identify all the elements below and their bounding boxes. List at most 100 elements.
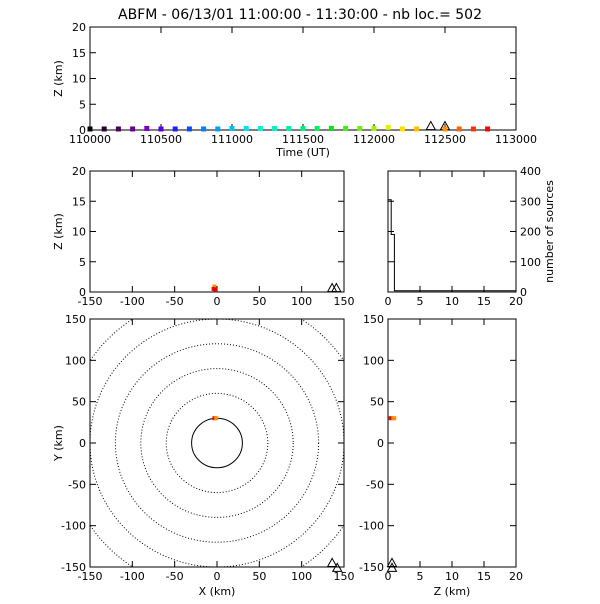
- data-point: [343, 125, 349, 131]
- time-height-xlabel: Time (UT): [275, 146, 330, 159]
- station-marker: [331, 282, 342, 293]
- data-point: [286, 125, 292, 131]
- plan-view-xtick-label: 150: [334, 570, 355, 583]
- histogram-ytick-label: 200: [520, 226, 541, 239]
- data-point: [214, 416, 219, 421]
- height-y-ytick-label: -100: [359, 520, 384, 533]
- data-point: [243, 125, 249, 131]
- data-point: [229, 125, 235, 131]
- plan-view-ytick-label: 50: [72, 396, 86, 409]
- x-height-xtick-label: -50: [166, 295, 184, 308]
- height-y-frame: [387, 318, 517, 568]
- data-point: [130, 126, 136, 132]
- data-point: [485, 126, 491, 132]
- data-point: [212, 284, 217, 289]
- height-y-ytick-label: 150: [363, 313, 384, 326]
- data-point: [470, 126, 476, 132]
- time-height-ylabel: Z (km): [52, 60, 65, 97]
- data-point: [391, 416, 397, 421]
- data-point: [172, 126, 178, 132]
- plan-view-ytick-label: -50: [68, 478, 86, 491]
- time-height-ytick-label: 20: [72, 21, 86, 34]
- height-y-panel: 0 5 10 15 20 -150 -100 -50 0 50 100 150 Z (km): [359, 313, 523, 598]
- x-height-ytick-label: 15: [72, 195, 86, 208]
- time-height-xtick-label: 112500: [424, 133, 466, 146]
- data-point: [442, 126, 448, 132]
- histogram-xtick-label: 20: [509, 295, 523, 308]
- histogram-frame: [387, 170, 517, 293]
- figure-title: ABFM - 06/13/01 11:00:00 - 11:30:00 - nb…: [118, 7, 482, 23]
- station-marker: [386, 557, 398, 567]
- station-marker: [326, 557, 338, 567]
- time-height-ytick-label: 15: [72, 47, 86, 60]
- data-point: [399, 126, 405, 132]
- range-ring: [165, 392, 269, 494]
- plan-view-xtick-label: 50: [252, 570, 266, 583]
- plan-view-xlabel: X (km): [199, 585, 236, 598]
- station-marker: [386, 562, 398, 572]
- data-point: [215, 126, 221, 132]
- data-point: [357, 125, 363, 131]
- height-y-xtick-label: 20: [509, 570, 523, 583]
- height-y-ytick-label: 100: [363, 354, 384, 367]
- plan-view-ytick-label: -150: [61, 561, 86, 574]
- plan-view-ytick-label: 100: [65, 354, 86, 367]
- data-point: [385, 124, 391, 130]
- histogram-bars: [388, 199, 516, 292]
- x-height-ytick-label: 0: [79, 286, 86, 299]
- plan-view-xtick-label: -50: [166, 570, 184, 583]
- data-point: [158, 126, 164, 132]
- range-ring: [191, 417, 243, 469]
- data-point: [87, 126, 93, 132]
- time-height-xtick-label: 110000: [69, 133, 111, 146]
- plan-view-xtick-label: 0: [214, 570, 221, 583]
- plan-view-ylabel: Y (km): [52, 425, 65, 462]
- time-height-xtick-label: 111500: [282, 133, 324, 146]
- x-height-xtick-label: 150: [334, 295, 355, 308]
- x-height-ytick-label: 5: [79, 256, 86, 269]
- x-height-xtick-label: 0: [214, 295, 221, 308]
- data-point: [201, 126, 207, 132]
- data-point: [257, 125, 263, 131]
- histogram-ytick-label: 300: [520, 195, 541, 208]
- data-point: [414, 126, 420, 132]
- histogram-xtick-label: 15: [477, 295, 491, 308]
- height-y-xtick-label: 15: [477, 570, 491, 583]
- height-y-ytick-label: 50: [370, 396, 384, 409]
- data-point: [115, 126, 121, 132]
- range-ring: [90, 319, 344, 567]
- height-y-xlabel: Z (km): [434, 585, 471, 598]
- x-height-xtick-label: 100: [291, 295, 312, 308]
- data-point: [272, 125, 278, 131]
- data-point: [101, 126, 107, 132]
- histogram-ytick-label: 100: [520, 256, 541, 269]
- height-y-xtick-label: 0: [385, 570, 392, 583]
- plan-view-ytick-label: 0: [79, 437, 86, 450]
- histogram-xtick-label: 5: [417, 295, 424, 308]
- x-height-ylabel: Z (km): [52, 213, 65, 250]
- histogram-ylabel: number of sources: [543, 180, 556, 283]
- range-ring: [140, 368, 294, 518]
- time-height-ytick-label: 5: [79, 98, 86, 111]
- plan-view-xtick-label: -100: [120, 570, 145, 583]
- time-height-xtick-label: 113000: [495, 133, 537, 146]
- x-height-ytick-label: 20: [72, 165, 86, 178]
- data-point: [388, 416, 394, 421]
- data-point: [300, 125, 306, 131]
- time-height-xtick-label: 112000: [353, 133, 395, 146]
- plan-view-xtick-label: -150: [78, 570, 103, 583]
- time-height-ytick-label: 10: [72, 73, 86, 86]
- height-y-xtick-label: 10: [445, 570, 459, 583]
- time-height-ytick-label: 0: [79, 124, 86, 137]
- data-point: [314, 125, 320, 131]
- station-marker: [425, 120, 437, 131]
- height-y-ytick-label: 0: [377, 437, 384, 450]
- histogram-ytick-label: 0: [520, 286, 527, 299]
- x-height-xtick-label: -100: [120, 295, 145, 308]
- plan-view-ytick-label: -100: [61, 520, 86, 533]
- range-ring: [114, 343, 320, 543]
- x-height-xtick-label: -150: [78, 295, 103, 308]
